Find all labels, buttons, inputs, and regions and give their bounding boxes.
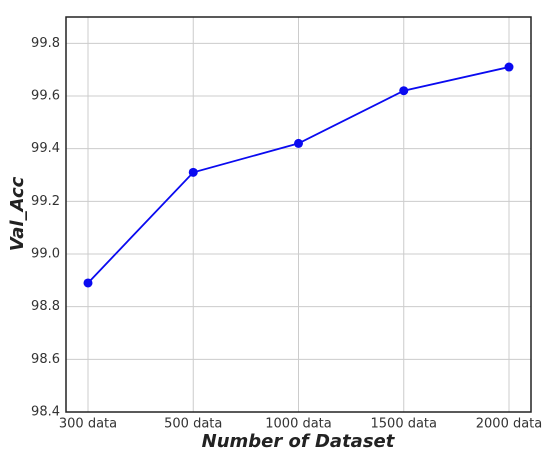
data-point <box>294 138 303 148</box>
y-tick-label: 98.4 <box>31 405 60 420</box>
data-point <box>504 62 514 72</box>
y-tick-label: 99.0 <box>31 247 60 262</box>
data-point <box>188 167 198 177</box>
data-point <box>399 86 409 96</box>
x-tick-label: 1500 data <box>371 417 438 432</box>
x-tick-label: 300 data <box>59 417 117 432</box>
data-point <box>83 278 93 288</box>
y-tick-label: 99.2 <box>31 194 60 209</box>
x-tick-label: 500 data <box>164 417 222 432</box>
x-tick-label: 1000 data <box>265 417 332 432</box>
y-tick-label: 99.4 <box>31 141 60 156</box>
y-axis-label: Val_Acc <box>7 176 28 251</box>
y-tick-label: 99.6 <box>31 89 60 104</box>
plot-frame <box>65 16 532 413</box>
y-tick-label: 98.6 <box>31 352 60 367</box>
x-axis-label: Number of Dataset <box>202 431 396 452</box>
y-tick-label: 98.8 <box>31 299 60 314</box>
x-tick-label: 2000 data <box>476 417 543 432</box>
y-tick-label: 99.8 <box>31 36 60 51</box>
